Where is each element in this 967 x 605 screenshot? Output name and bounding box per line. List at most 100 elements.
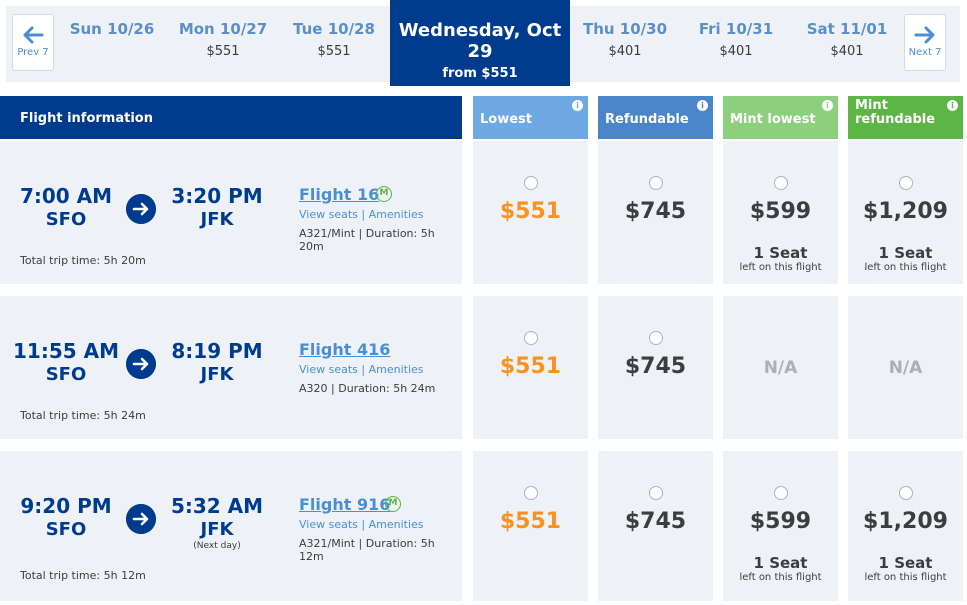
link-separator: |: [361, 208, 366, 221]
depart-time: 11:55 AM: [12, 339, 119, 363]
next-day-note: (Next day): [193, 541, 241, 551]
next-7-label: Next 7: [908, 47, 942, 58]
flight-number-link[interactable]: Flight 416: [299, 340, 391, 359]
fare-price: $551: [499, 509, 562, 534]
amenities-link[interactable]: Amenities: [368, 363, 424, 376]
fare-radio[interactable]: [523, 486, 538, 500]
day-label: Tue 10/28: [293, 20, 375, 38]
fare-cell-lowest[interactable]: $551: [473, 296, 588, 439]
seats-left-count: 1 Seat: [878, 244, 933, 262]
selected-day-price: from $551: [442, 66, 518, 81]
total-trip-time: Total trip time: 5h 20m: [20, 254, 146, 267]
day-label: Fri 10/31: [698, 20, 774, 38]
fare-price: $551: [499, 199, 562, 224]
info-icon[interactable]: i: [947, 100, 958, 111]
fare-cell-mint-lowest[interactable]: $599 1 Seat left on this flight: [723, 141, 838, 284]
depart-time: 7:00 AM: [19, 184, 113, 208]
aircraft-duration: A320 | Duration: 5h 24m: [299, 382, 436, 395]
fare-price: $1,209: [863, 199, 948, 224]
flight-number-link[interactable]: Flight 16: [299, 185, 380, 204]
arrow-left-icon: [23, 26, 44, 44]
total-trip-time: Total trip time: 5h 24m: [20, 409, 146, 422]
flight-sub-links: View seats | Amenities: [299, 518, 424, 531]
fare-radio[interactable]: [773, 176, 788, 190]
day-price: $551: [317, 44, 351, 59]
day-thu-10-30[interactable]: Thu 10/30 $401: [570, 20, 680, 59]
flight-row: 9:20 PM SFO 5:32 AM JFK (Next day) Fligh…: [0, 451, 462, 601]
fare-cell-lowest[interactable]: $551: [473, 141, 588, 284]
view-seats-link[interactable]: View seats: [299, 208, 358, 221]
fare-price: $745: [624, 509, 687, 534]
fare-unavailable: N/A: [888, 358, 923, 378]
fare-radio[interactable]: [523, 176, 538, 190]
day-price: $551: [206, 44, 240, 59]
view-seats-link[interactable]: View seats: [299, 363, 358, 376]
arrow-right-icon: [126, 504, 156, 534]
fare-radio[interactable]: [648, 176, 663, 190]
day-label: Sat 11/01: [806, 20, 888, 38]
fare-price: $745: [624, 354, 687, 379]
fare-cell-mint-refundable[interactable]: $1,209 1 Seat left on this flight: [848, 451, 963, 601]
fare-cell-lowest[interactable]: $551: [473, 451, 588, 601]
fare-cell-mint-lowest: N/A: [723, 296, 838, 439]
fare-price: $1,209: [863, 509, 948, 534]
fare-unavailable: N/A: [763, 358, 798, 378]
fare-radio[interactable]: [773, 486, 788, 500]
info-icon[interactable]: i: [697, 100, 708, 111]
depart-airport: SFO: [45, 209, 87, 230]
prev-7-label: Prev 7: [17, 47, 49, 58]
prev-7-button[interactable]: Prev 7: [12, 14, 54, 71]
info-icon[interactable]: i: [822, 100, 833, 111]
fare-header-refundable: Refundable i: [598, 96, 713, 139]
day-price: $401: [608, 44, 642, 59]
arrive-time: 8:19 PM: [171, 339, 263, 363]
date-selector: Prev 7 Sun 10/26 Mon 10/27 $551 Tue 10/2…: [0, 0, 967, 88]
aircraft-duration: A321/Mint | Duration: 5h 12m: [299, 537, 435, 563]
fare-radio[interactable]: [898, 176, 913, 190]
flight-information-header: Flight information: [0, 96, 462, 139]
amenities-link[interactable]: Amenities: [368, 518, 424, 531]
info-icon[interactable]: i: [572, 100, 583, 111]
total-trip-time: Total trip time: 5h 12m: [20, 569, 146, 582]
day-label: Sun 10/26: [69, 20, 155, 38]
flight-number-link[interactable]: Flight 916: [299, 495, 391, 514]
fare-header-mint-lowest: Mint lowest i: [723, 96, 838, 139]
fare-radio[interactable]: [898, 486, 913, 500]
fare-header-label: Mint refundable: [855, 98, 936, 127]
fare-price: $599: [749, 199, 812, 224]
fare-cell-refundable[interactable]: $745: [598, 296, 713, 439]
depart-airport: SFO: [45, 364, 87, 385]
fare-cell-refundable[interactable]: $745: [598, 141, 713, 284]
fare-header-mint-refundable: Mint refundable i: [848, 96, 963, 139]
seats-left-note: left on this flight: [864, 262, 947, 273]
day-sat-11-01[interactable]: Sat 11/01 $401: [792, 20, 902, 59]
amenities-link[interactable]: Amenities: [368, 208, 424, 221]
fare-radio[interactable]: [648, 331, 663, 345]
fare-radio[interactable]: [648, 486, 663, 500]
arrive-airport: JFK: [200, 209, 234, 230]
day-fri-10-31[interactable]: Fri 10/31 $401: [681, 20, 791, 59]
seats-left-count: 1 Seat: [753, 244, 808, 262]
day-label: Thu 10/30: [582, 20, 668, 38]
fare-cell-mint-refundable[interactable]: $1,209 1 Seat left on this flight: [848, 141, 963, 284]
day-selected-wed-10-29[interactable]: Wednesday, Oct 29 from $551: [390, 0, 570, 86]
depart-time: 9:20 PM: [20, 494, 112, 518]
seats-left-note: left on this flight: [864, 572, 947, 583]
arrive-airport: JFK: [200, 519, 234, 540]
next-7-button[interactable]: Next 7: [904, 14, 946, 71]
arrive-time: 5:32 AM: [170, 494, 264, 518]
day-price: $401: [719, 44, 753, 59]
link-separator: |: [361, 518, 366, 531]
day-sun-10-26[interactable]: Sun 10/26: [57, 20, 167, 44]
day-tue-10-28[interactable]: Tue 10/28 $551: [279, 20, 389, 59]
arrow-right-icon: [126, 349, 156, 379]
flight-row: 11:55 AM SFO 8:19 PM JFK Flight 416 View…: [0, 296, 462, 439]
mint-icon: M: [376, 186, 392, 202]
fare-price: $551: [499, 354, 562, 379]
fare-radio[interactable]: [523, 331, 538, 345]
fare-cell-refundable[interactable]: $745: [598, 451, 713, 601]
fare-cell-mint-lowest[interactable]: $599 1 Seat left on this flight: [723, 451, 838, 601]
seats-left-note: left on this flight: [739, 572, 822, 583]
view-seats-link[interactable]: View seats: [299, 518, 358, 531]
day-mon-10-27[interactable]: Mon 10/27 $551: [168, 20, 278, 59]
